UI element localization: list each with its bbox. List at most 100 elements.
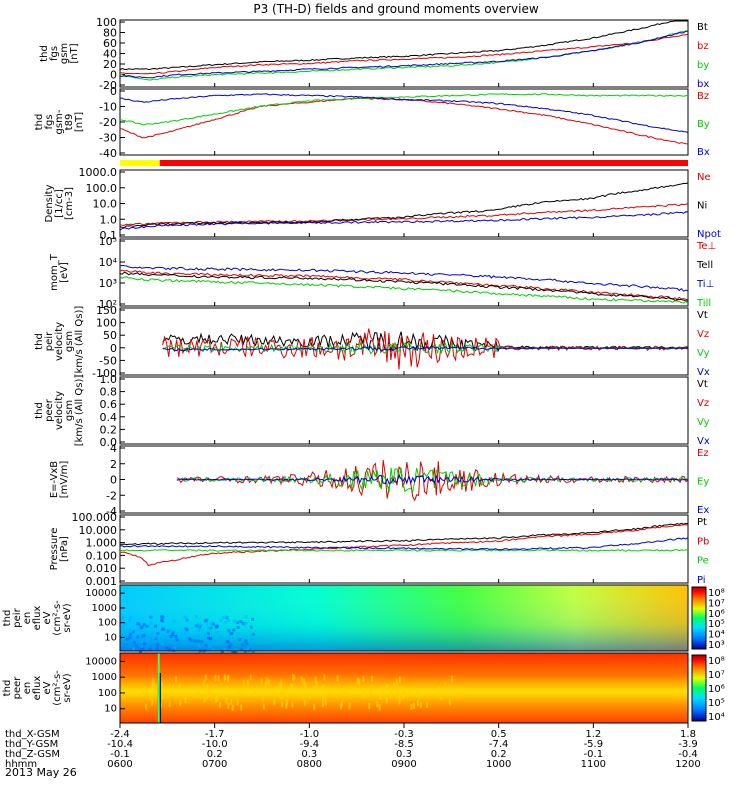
ytick-label: 0.100 <box>86 549 118 562</box>
spectrogram-cell <box>302 678 305 685</box>
spectrogram-cell <box>205 618 209 622</box>
spectrogram-cell <box>240 648 244 652</box>
spectrogram-cell <box>416 690 419 697</box>
spectrogram-cell <box>145 624 149 628</box>
legend-entry: Bt <box>697 22 708 33</box>
spectrogram-cell <box>266 677 269 684</box>
ytick-label: -10 <box>99 101 117 114</box>
ytick-label: 50 <box>103 329 117 342</box>
spectrogram-cell <box>398 698 401 705</box>
spectrogram-cell <box>237 632 241 636</box>
spectrogram-cell <box>203 634 207 638</box>
ytick-label: 100 <box>98 688 117 699</box>
spectrogram-cell <box>241 636 245 640</box>
spectrogram-cell <box>179 700 182 707</box>
spectrogram-cell <box>154 624 158 628</box>
spectrogram-cell <box>340 700 343 707</box>
spectrogram-cell <box>386 684 389 691</box>
spectrogram-cell <box>368 703 371 710</box>
ylabel-line: eflux <box>32 606 43 631</box>
spectrogram-cell <box>244 639 248 643</box>
ytick-label: 0 <box>110 474 117 487</box>
ephemeris-value: 0.2 <box>491 749 507 760</box>
spectrogram-cell <box>134 632 138 636</box>
panel-frame <box>119 514 689 584</box>
ylabel-line: peir <box>44 331 55 351</box>
colorbar-label: 10⁶ <box>708 684 725 695</box>
ytick-label: 100 <box>98 618 117 629</box>
spectrogram-cell <box>207 636 211 640</box>
spectrogram-cell <box>325 687 328 694</box>
spectrogram-cell <box>172 619 176 623</box>
ytick-label: 2 <box>110 458 117 471</box>
spectrogram-cell <box>324 699 327 706</box>
ephemeris-value: -1.7 <box>205 729 225 740</box>
spectrogram-cell <box>289 683 292 690</box>
series-line-Tell <box>119 271 689 302</box>
ylabel-line: mom_T <box>49 253 60 291</box>
spectrogram-cell <box>313 704 316 711</box>
ylabel-line: (cm²-s- <box>52 600 63 636</box>
spectrogram-cell <box>244 615 248 619</box>
spectrogram-cell <box>236 621 240 625</box>
ylabel-line: thd <box>34 333 45 350</box>
ephemeris-value: 0900 <box>391 759 416 770</box>
spectrogram-cell <box>204 643 208 647</box>
spectrogram-cell <box>193 639 197 643</box>
ytick-label: 10000 <box>85 656 117 667</box>
ylabel-line: fgs <box>44 114 55 129</box>
ephemeris-value: -0.1 <box>584 749 604 760</box>
spectrogram-cell <box>246 679 249 686</box>
legend-entry: By <box>697 119 710 130</box>
ytick-label: 0.1 <box>100 229 118 242</box>
spectrogram-cell <box>385 684 388 691</box>
legend-entry: Ey <box>697 477 709 488</box>
spectrogram-cell <box>214 674 217 681</box>
ylabel-line: velocity <box>54 391 65 430</box>
spectrogram-cell <box>280 688 283 695</box>
ephemeris-name: thd_Y-GSM <box>5 739 58 750</box>
ytick-label: 10000 <box>85 588 117 599</box>
spectrogram-cell <box>171 631 175 635</box>
spectrogram-cell <box>189 638 193 642</box>
ytick-label: 80 <box>103 27 117 40</box>
ytick-label: -40 <box>99 147 117 160</box>
series-line-Vz <box>162 328 689 370</box>
legend-entry: Vt <box>697 379 708 390</box>
ytick-label: -30 <box>99 132 117 145</box>
ephemeris-value: 1.8 <box>680 729 696 740</box>
spectrogram-cell <box>120 616 124 620</box>
ytick-label: 10³ <box>99 277 117 290</box>
ephemeris-name: hhmm <box>5 759 37 770</box>
ephemeris-value: 0800 <box>297 759 322 770</box>
spectrogram-cell <box>174 632 178 636</box>
spectrogram-cell <box>249 637 253 641</box>
ephemeris-value: -3.9 <box>678 739 698 750</box>
ylabel-line: eflux <box>32 676 43 701</box>
spectrogram-cell <box>342 686 345 693</box>
ephemeris-value: -1.0 <box>300 729 320 740</box>
ylabel-line: thd <box>39 45 50 62</box>
spectrogram-cell <box>136 635 140 639</box>
ytick-label: 0.001 <box>86 575 118 588</box>
spectrogram-cell <box>174 634 178 638</box>
spectrogram-cell <box>308 692 311 699</box>
spectrogram-cell <box>450 675 453 682</box>
spectrogram-cell <box>175 638 179 642</box>
spectrogram-cell <box>131 630 135 634</box>
ephemeris-value: -0.3 <box>394 729 414 740</box>
spectrogram-cell <box>395 679 398 686</box>
legend-entry: Tell <box>696 260 713 271</box>
panel-peir-velocity: thd peir velocity gsm [km/s (All Qs)] 1501005… <box>34 304 710 380</box>
spectrogram <box>120 653 688 723</box>
ytick-label: -2 <box>106 489 117 502</box>
spectrogram-cell <box>198 636 202 640</box>
colorbar <box>691 586 707 650</box>
spectrogram-cell <box>140 647 144 651</box>
spectrogram-cell <box>223 674 226 681</box>
spectrogram-cell <box>448 699 451 706</box>
ylabel-line: peer <box>44 398 55 422</box>
spectrogram-cell <box>128 619 132 623</box>
spectrogram-cell <box>197 688 200 695</box>
spectrogram-cell <box>189 635 193 639</box>
